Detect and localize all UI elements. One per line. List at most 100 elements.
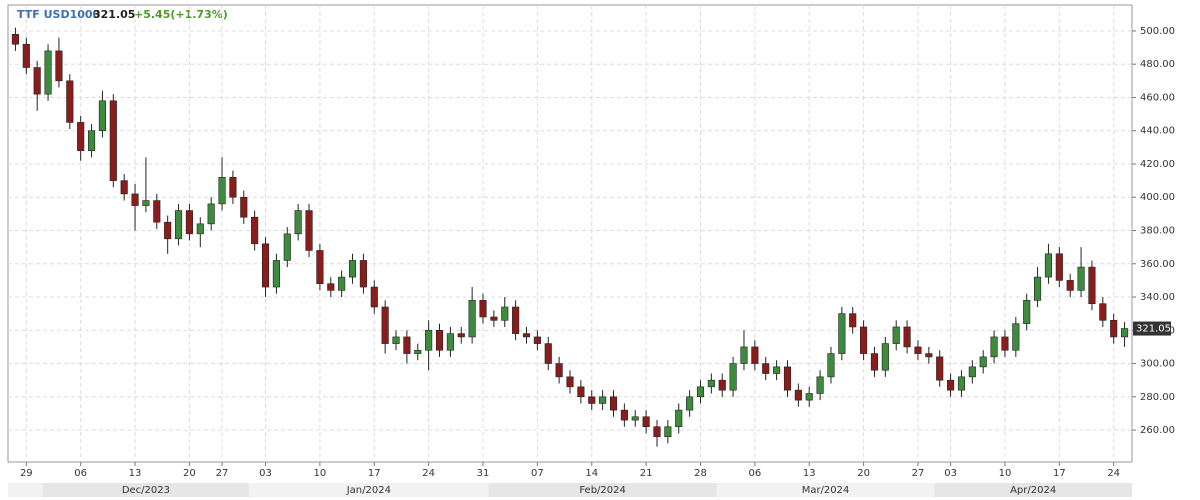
y-tick-label: 440.00 [1140, 126, 1175, 137]
candle-body [1077, 266, 1085, 291]
candle-body [11, 33, 19, 45]
last-price-label: 321.05 [1136, 324, 1171, 335]
candle-body [566, 376, 574, 388]
candle-body [740, 346, 748, 364]
month-band [488, 483, 717, 497]
candle-body [479, 300, 487, 318]
candle-body [283, 233, 291, 261]
month-band [716, 483, 935, 497]
candle-body [55, 50, 63, 82]
candle-body [588, 396, 596, 404]
candle-body [979, 356, 987, 368]
header-price: 321.05 [93, 8, 135, 21]
candle-body [914, 346, 922, 354]
candle-body [435, 329, 444, 351]
candle-body [33, 67, 41, 95]
y-tick-label: 380.00 [1140, 226, 1175, 237]
x-tick-label: 13 [803, 468, 816, 479]
x-tick-label: 20 [183, 468, 196, 479]
candle-body [348, 260, 357, 278]
candle-body [577, 386, 585, 398]
x-tick-label: 27 [912, 468, 925, 479]
y-tick-label: 280.00 [1140, 392, 1175, 403]
candle-body [109, 100, 117, 181]
candle-body [77, 122, 85, 151]
candle-body [1001, 336, 1009, 351]
candle-body [762, 363, 770, 374]
y-tick-label: 500.00 [1140, 26, 1175, 37]
x-tick-label: 03 [944, 468, 957, 479]
candle-body [609, 396, 618, 411]
x-tick-label: 24 [422, 468, 435, 479]
candle-body [849, 313, 857, 328]
candle-body [1066, 280, 1074, 291]
candle-body [512, 306, 520, 334]
candle-body [370, 286, 378, 308]
candle-body [936, 356, 944, 381]
candle-body [544, 343, 552, 364]
candle-body [729, 363, 737, 391]
candle-body [218, 176, 226, 205]
candle-body [751, 346, 759, 364]
candle-body [1110, 320, 1118, 338]
x-tick-label: 14 [585, 468, 598, 479]
candle-body [174, 210, 183, 240]
month-label: Mar/2024 [802, 485, 850, 496]
plot-frame [7, 4, 1133, 463]
candle-body [142, 200, 150, 206]
month-label: Dec/2023 [122, 485, 170, 496]
x-tick-label: 21 [640, 468, 653, 479]
x-tick-label: 07 [531, 468, 544, 479]
candle-body [838, 313, 846, 354]
candle-body [272, 260, 280, 288]
y-tick-label: 260.00 [1140, 425, 1175, 436]
x-tick-label: 10 [999, 468, 1012, 479]
candle-body [359, 260, 367, 288]
candle-body [903, 326, 911, 348]
y-tick-label: 420.00 [1140, 159, 1175, 170]
candle-body [533, 336, 541, 344]
candle-body [686, 396, 694, 411]
candle-body [653, 426, 661, 438]
candle-body [457, 333, 465, 338]
header-change: +5.45(+1.73%) [134, 8, 228, 21]
candle-body [468, 300, 476, 338]
candle-body [164, 221, 172, 240]
month-band [249, 483, 489, 497]
candle-body [425, 329, 433, 351]
candle-body [990, 336, 998, 358]
y-tick-label: 460.00 [1140, 92, 1175, 103]
candle-body [229, 176, 237, 198]
candle-body [870, 353, 879, 371]
x-tick-label: 28 [694, 468, 707, 479]
candle-body [555, 363, 563, 378]
chart-title: TTF USD1000 [17, 8, 101, 21]
month-label: Feb/2024 [579, 485, 626, 496]
candle-body [98, 100, 106, 132]
candle-body [87, 130, 96, 151]
candle-body [1023, 300, 1031, 324]
candle-body [642, 416, 650, 428]
y-tick-label: 340.00 [1140, 292, 1175, 303]
candle-body [968, 366, 976, 378]
candle-body [305, 210, 313, 251]
candle-body [490, 316, 498, 321]
candle-body [816, 376, 824, 394]
candle-body [316, 250, 324, 285]
candle-body [860, 326, 868, 354]
candle-body [22, 43, 30, 68]
candle-body [1121, 328, 1129, 338]
candle-body [66, 80, 74, 123]
candle-body [381, 306, 389, 344]
candle-body [338, 276, 346, 291]
candle-body [827, 353, 835, 378]
candle-body [599, 396, 607, 404]
candle-body [1044, 253, 1053, 278]
month-band [42, 483, 250, 497]
month-band [8, 483, 43, 497]
candle-body [131, 193, 139, 206]
y-tick-label: 400.00 [1140, 192, 1175, 203]
candle-body [805, 393, 813, 401]
y-tick-label: 360.00 [1140, 259, 1175, 270]
